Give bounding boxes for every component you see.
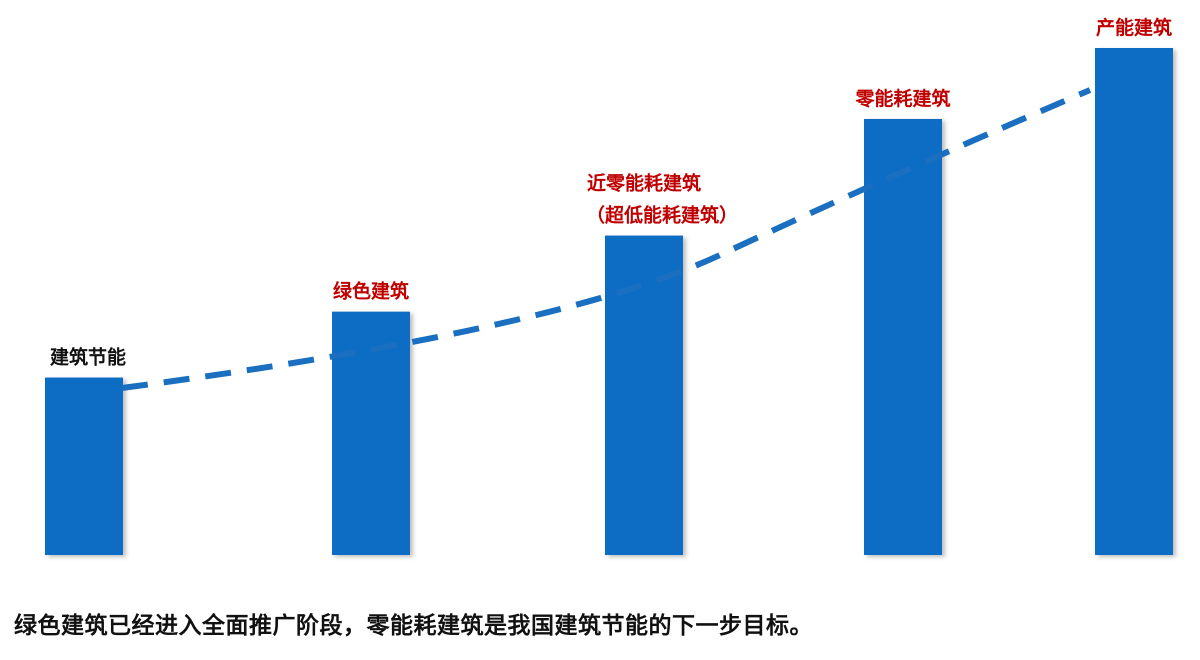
category-label-3: （超低能耗建筑） [586,204,738,227]
bar-5 [1095,48,1173,555]
category-label-3: 近零能耗建筑 [587,172,701,195]
bar-3 [605,235,683,555]
category-label-2: 绿色建筑 [333,280,409,303]
caption-text: 绿色建筑已经进入全面推广阶段，零能耗建筑是我国建筑节能的下一步目标。 [14,613,813,639]
bar-4 [864,118,942,555]
trend-dashed-curve [121,87,1092,391]
category-label-5: 产能建筑 [1096,16,1172,39]
category-label-4: 零能耗建筑 [854,87,950,110]
category-label-1: 建筑节能 [50,346,126,369]
staged-bar-chart: 建筑节能 绿色建筑 近零能耗建筑 （超低能耗建筑） 零能耗建筑 产能建筑 [45,16,1173,555]
bar-1 [45,377,123,555]
